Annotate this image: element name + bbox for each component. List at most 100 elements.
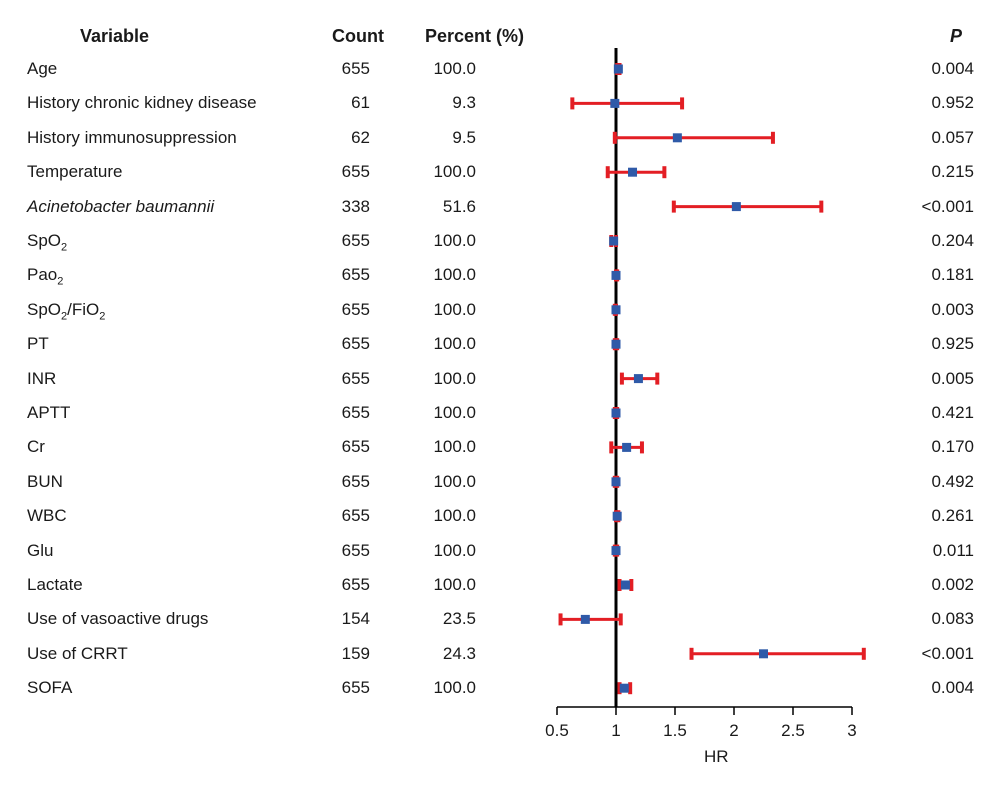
hr-point — [611, 270, 621, 280]
variable-text: Cr — [27, 437, 45, 457]
variable-text: SOFA — [27, 678, 73, 698]
count-value: 338 — [341, 196, 370, 216]
p-value: <0.001 — [921, 196, 974, 216]
count-value: 62 — [351, 127, 370, 147]
count-value: 655 — [341, 162, 370, 182]
hr-point — [612, 511, 622, 521]
variable-label: INR — [27, 369, 56, 389]
variable-label: SpO2/FiO2 — [27, 299, 106, 323]
percent-value: 100.0 — [433, 403, 476, 422]
variable-text: Glu — [27, 540, 54, 560]
hr-point — [613, 64, 623, 74]
count-value: 159 — [341, 643, 370, 663]
variable-label: History immunosuppression — [27, 128, 237, 148]
hr-point — [609, 236, 619, 246]
variable-text: Lactate — [27, 575, 83, 594]
count-value: 154 — [341, 609, 370, 629]
p-value: 0.057 — [931, 127, 974, 147]
x-tick-label: 2 — [729, 721, 738, 740]
variable-subscript: 2 — [57, 275, 64, 288]
variable-text: INR — [27, 368, 57, 388]
variable-label: APTT — [27, 403, 70, 423]
count-value: 61 — [351, 93, 370, 113]
header-p-value: P — [950, 26, 963, 46]
variable-label: SpO2 — [27, 231, 67, 253]
x-tick-label: 1.5 — [663, 721, 687, 740]
x-tick-label: 1 — [611, 721, 620, 740]
variable-label: Temperature — [27, 162, 122, 182]
percent-value: 9.5 — [452, 127, 476, 147]
p-value: 0.003 — [931, 299, 974, 319]
hr-point — [622, 442, 632, 452]
variable-label: SOFA — [27, 678, 72, 698]
variable-text: History chronic kidney disease — [27, 93, 257, 113]
hr-point — [580, 614, 590, 624]
percent-value: 100.0 — [433, 162, 476, 182]
count-value: 655 — [341, 299, 370, 319]
hr-point — [611, 305, 621, 315]
percent-value: 100.0 — [433, 437, 476, 457]
p-value: 0.083 — [931, 609, 974, 629]
p-value: 0.204 — [931, 231, 974, 250]
percent-value: 100.0 — [433, 59, 476, 78]
variable-text: Acinetobacter baumannii — [27, 196, 215, 216]
p-value: 0.170 — [931, 437, 974, 457]
p-value: 0.004 — [931, 678, 974, 698]
x-tick-label: 0.5 — [545, 721, 569, 740]
variable-subscript-2: 2 — [99, 310, 106, 323]
hr-point — [610, 98, 620, 108]
p-value: 0.011 — [932, 540, 974, 560]
variable-text-2: /FiO — [67, 299, 100, 319]
count-value: 655 — [341, 368, 370, 388]
p-value: 0.421 — [931, 403, 974, 422]
variable-text: PT — [27, 334, 49, 354]
percent-value: 100.0 — [433, 299, 476, 319]
p-value: 0.004 — [931, 59, 974, 78]
x-tick-label: 2.5 — [781, 721, 805, 740]
percent-value: 100.0 — [433, 678, 476, 698]
hr-point — [731, 202, 741, 212]
variable-text: Use of CRRT — [27, 643, 128, 663]
count-value: 655 — [341, 403, 370, 422]
count-value: 655 — [341, 59, 370, 78]
percent-value: 100.0 — [433, 231, 476, 250]
variable-text: WBC — [27, 506, 67, 526]
p-value: 0.002 — [931, 575, 974, 594]
percent-value: 100.0 — [433, 575, 476, 594]
header-percent: Percent (%) — [425, 26, 525, 46]
hr-point — [633, 374, 643, 384]
count-value: 655 — [341, 506, 370, 526]
p-value: 0.492 — [931, 471, 974, 491]
variable-label: Use of CRRT — [27, 644, 128, 664]
percent-value: 100.0 — [433, 506, 476, 526]
count-value: 655 — [341, 678, 370, 698]
variable-label: Glu — [27, 541, 53, 561]
count-value: 655 — [341, 540, 370, 560]
variable-label: WBC — [27, 506, 67, 526]
variable-label: PT — [27, 334, 49, 354]
variable-label: BUN — [27, 472, 63, 492]
variable-label: Pao2 — [27, 265, 64, 288]
percent-value: 100.0 — [433, 368, 476, 388]
percent-value: 24.3 — [442, 643, 476, 663]
x-tick-label: 3 — [847, 721, 856, 740]
percent-value: 23.5 — [442, 609, 476, 629]
hr-point — [619, 683, 629, 693]
hr-point — [620, 580, 630, 590]
p-value: 0.952 — [931, 93, 974, 113]
variable-text: SpO — [27, 231, 62, 250]
percent-value: 100.0 — [433, 471, 476, 491]
hr-point — [672, 133, 682, 143]
variable-text: Age — [27, 59, 58, 78]
p-value: 0.215 — [931, 162, 974, 182]
variable-text: Use of vasoactive drugs — [27, 609, 209, 629]
hr-point — [611, 477, 621, 487]
p-value: 0.925 — [931, 334, 974, 354]
variable-label: Age — [27, 59, 57, 79]
variable-text: APTT — [27, 403, 71, 422]
variable-text: Pao — [27, 265, 58, 285]
variable-text: History immunosuppression — [27, 127, 237, 147]
percent-value: 100.0 — [433, 540, 476, 560]
percent-value: 100.0 — [433, 334, 476, 354]
